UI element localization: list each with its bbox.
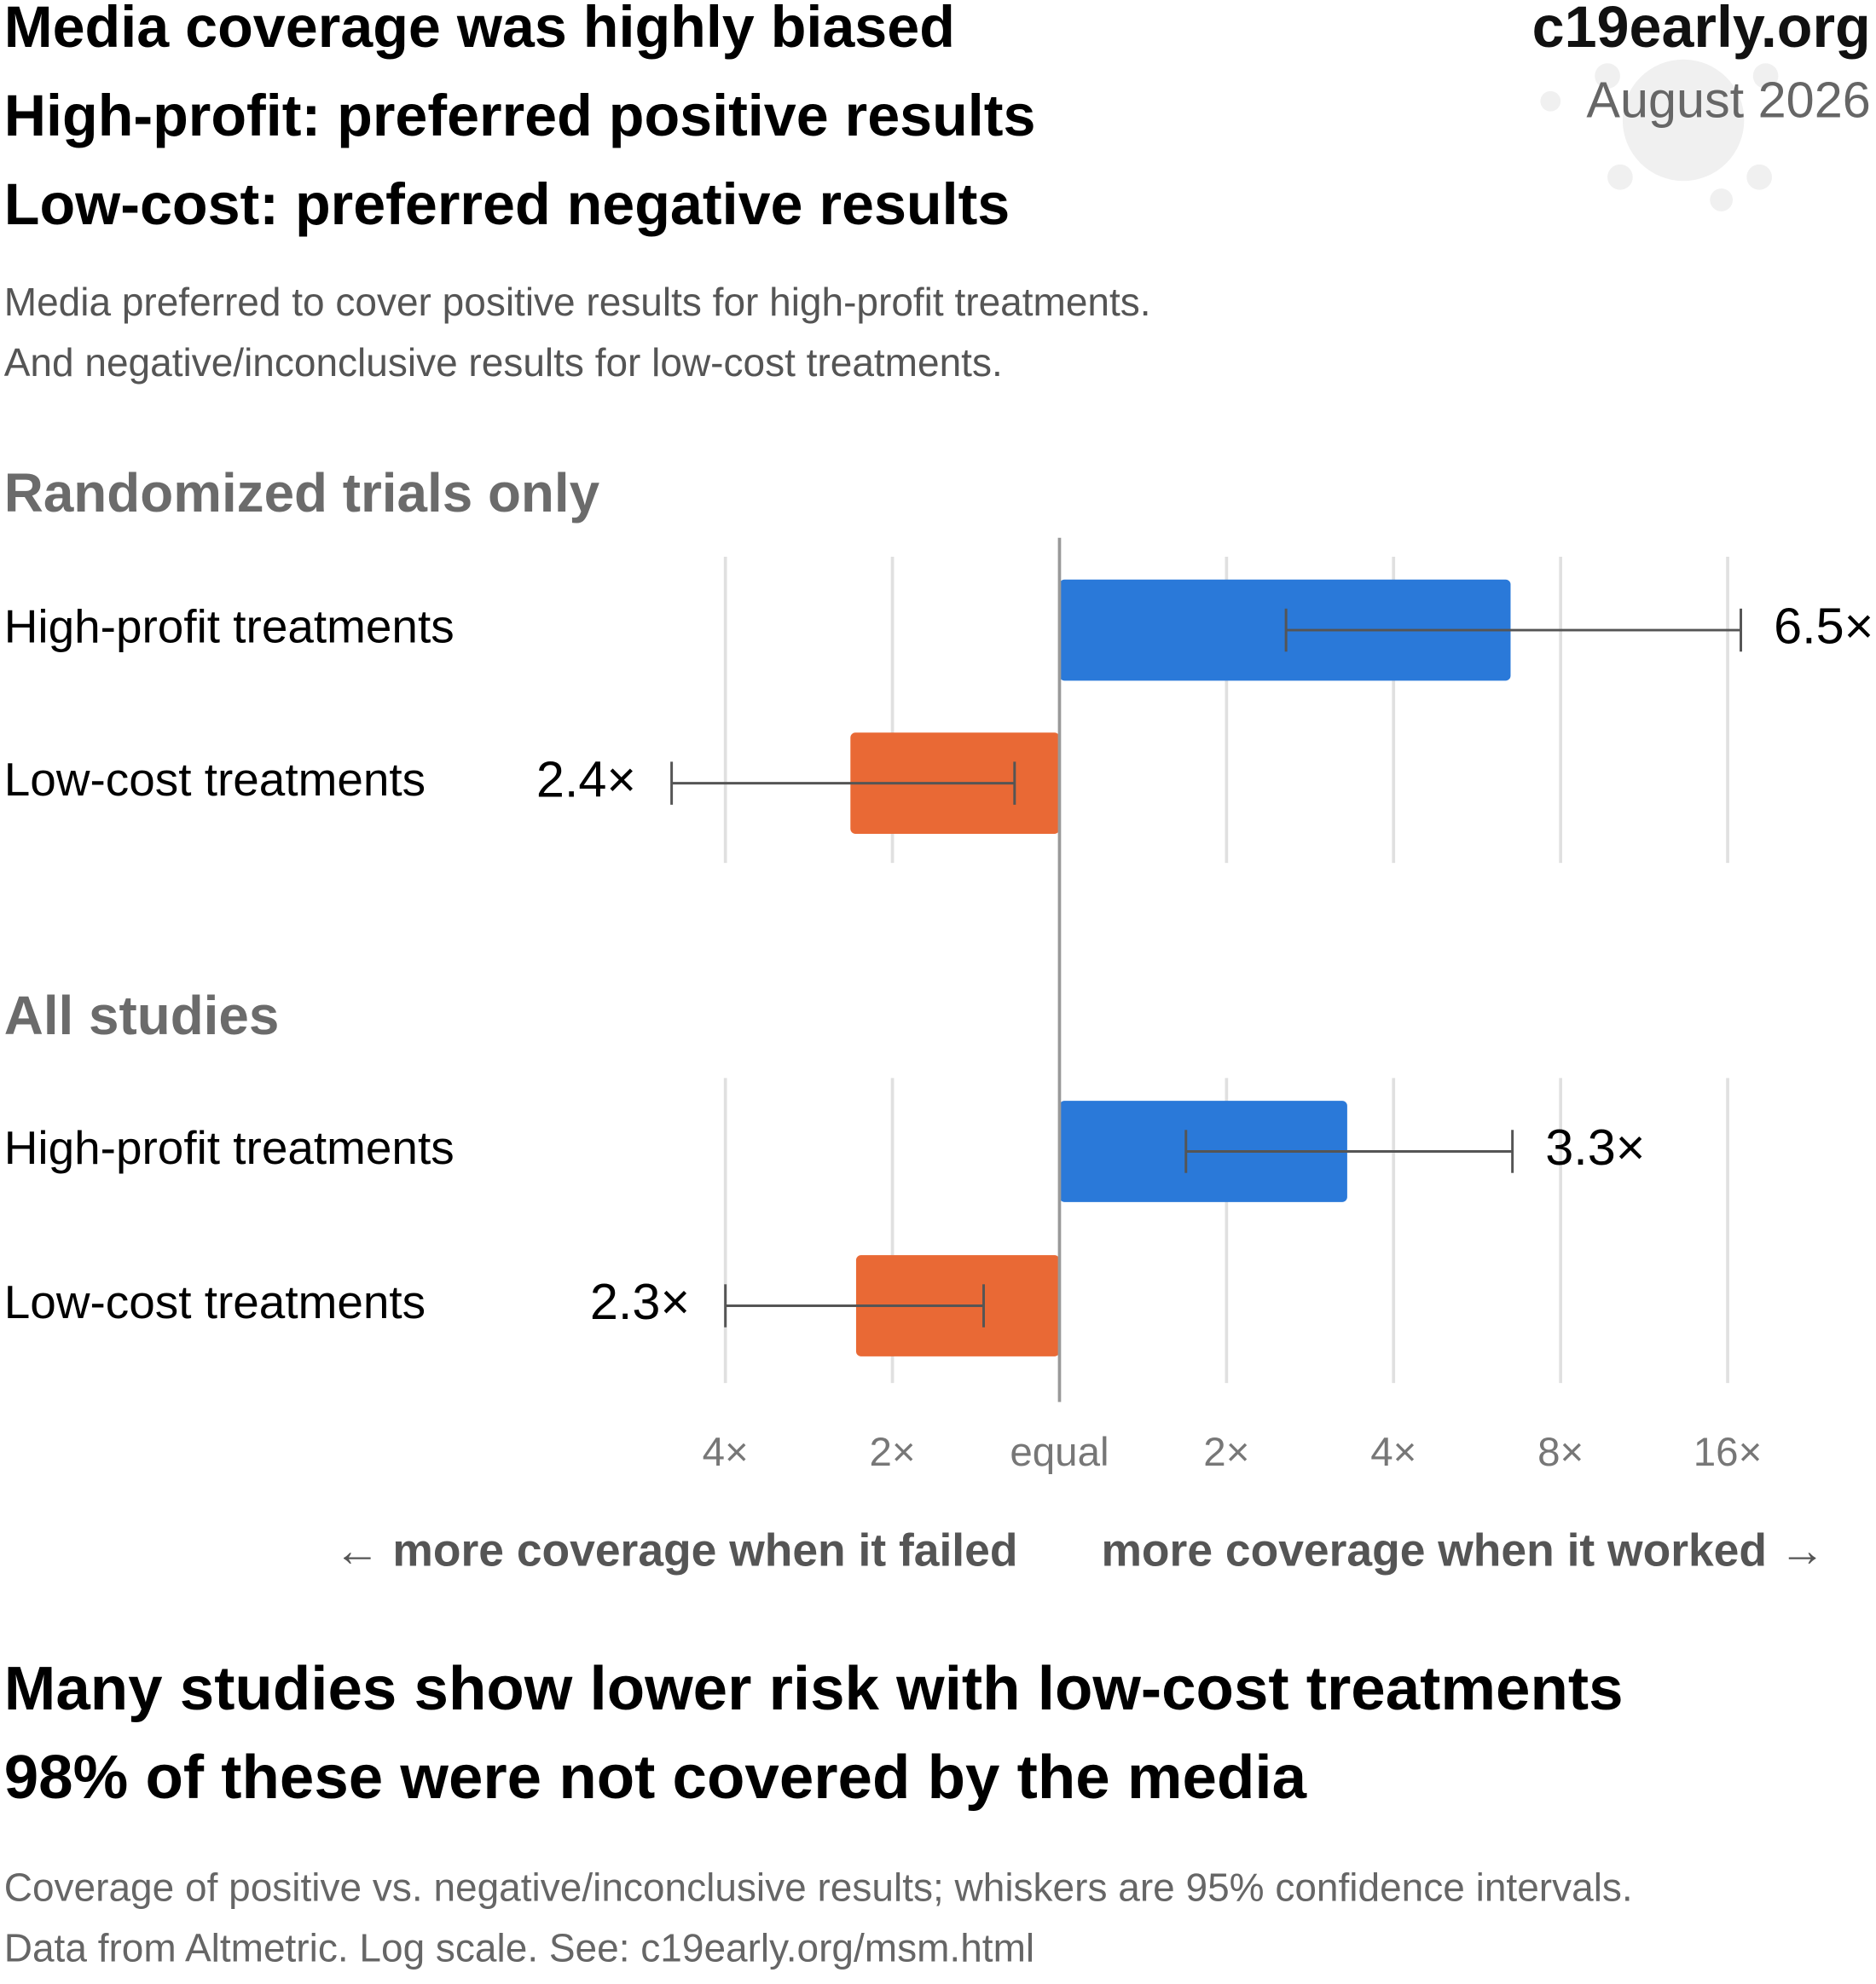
headline: Many studies show lower risk with low-co… (4, 1654, 1624, 1723)
subtitle: And negative/inconclusive results for lo… (4, 340, 1003, 385)
panel-title: All studies (4, 985, 280, 1046)
axis-note: more coverage when it worked → (1101, 1526, 1825, 1576)
x-tick-label: 8× (1537, 1430, 1584, 1475)
panel-title: Randomized trials only (4, 462, 600, 523)
row-label: High-profit treatments (4, 600, 455, 653)
x-tick-label: 16× (1694, 1430, 1763, 1475)
row-label: High-profit treatments (4, 1121, 455, 1174)
x-tick-label: equal (1010, 1430, 1109, 1475)
value-label: 3.3× (1545, 1119, 1645, 1176)
axis-note: ← more coverage when it failed (334, 1526, 1017, 1576)
x-tick-label: 4× (1370, 1430, 1416, 1475)
title: Media coverage was highly biased (4, 0, 955, 60)
x-tick-label: 4× (703, 1430, 749, 1475)
title: Low-cost: preferred negative results (4, 172, 1010, 237)
title: High-profit: preferred positive results (4, 84, 1036, 148)
value-label: 2.3× (590, 1273, 690, 1330)
subtitle: Media preferred to cover positive result… (4, 280, 1151, 324)
footnote: Data from Altmetric. Log scale. See: c19… (4, 1926, 1034, 1970)
x-tick-label: 2× (870, 1430, 916, 1475)
value-label: 6.5× (1774, 598, 1873, 655)
date: August 2026 (1586, 71, 1870, 128)
row-label: Low-cost treatments (4, 753, 426, 806)
value-label: 2.4× (536, 750, 636, 807)
row-label: Low-cost treatments (4, 1275, 426, 1328)
logo-virus (1540, 59, 1779, 211)
brand: c19early.org (1532, 0, 1871, 60)
x-tick-label: 2× (1203, 1430, 1249, 1475)
headline: 98% of these were not covered by the med… (4, 1743, 1307, 1812)
footnote: Coverage of positive vs. negative/inconc… (4, 1865, 1633, 1909)
